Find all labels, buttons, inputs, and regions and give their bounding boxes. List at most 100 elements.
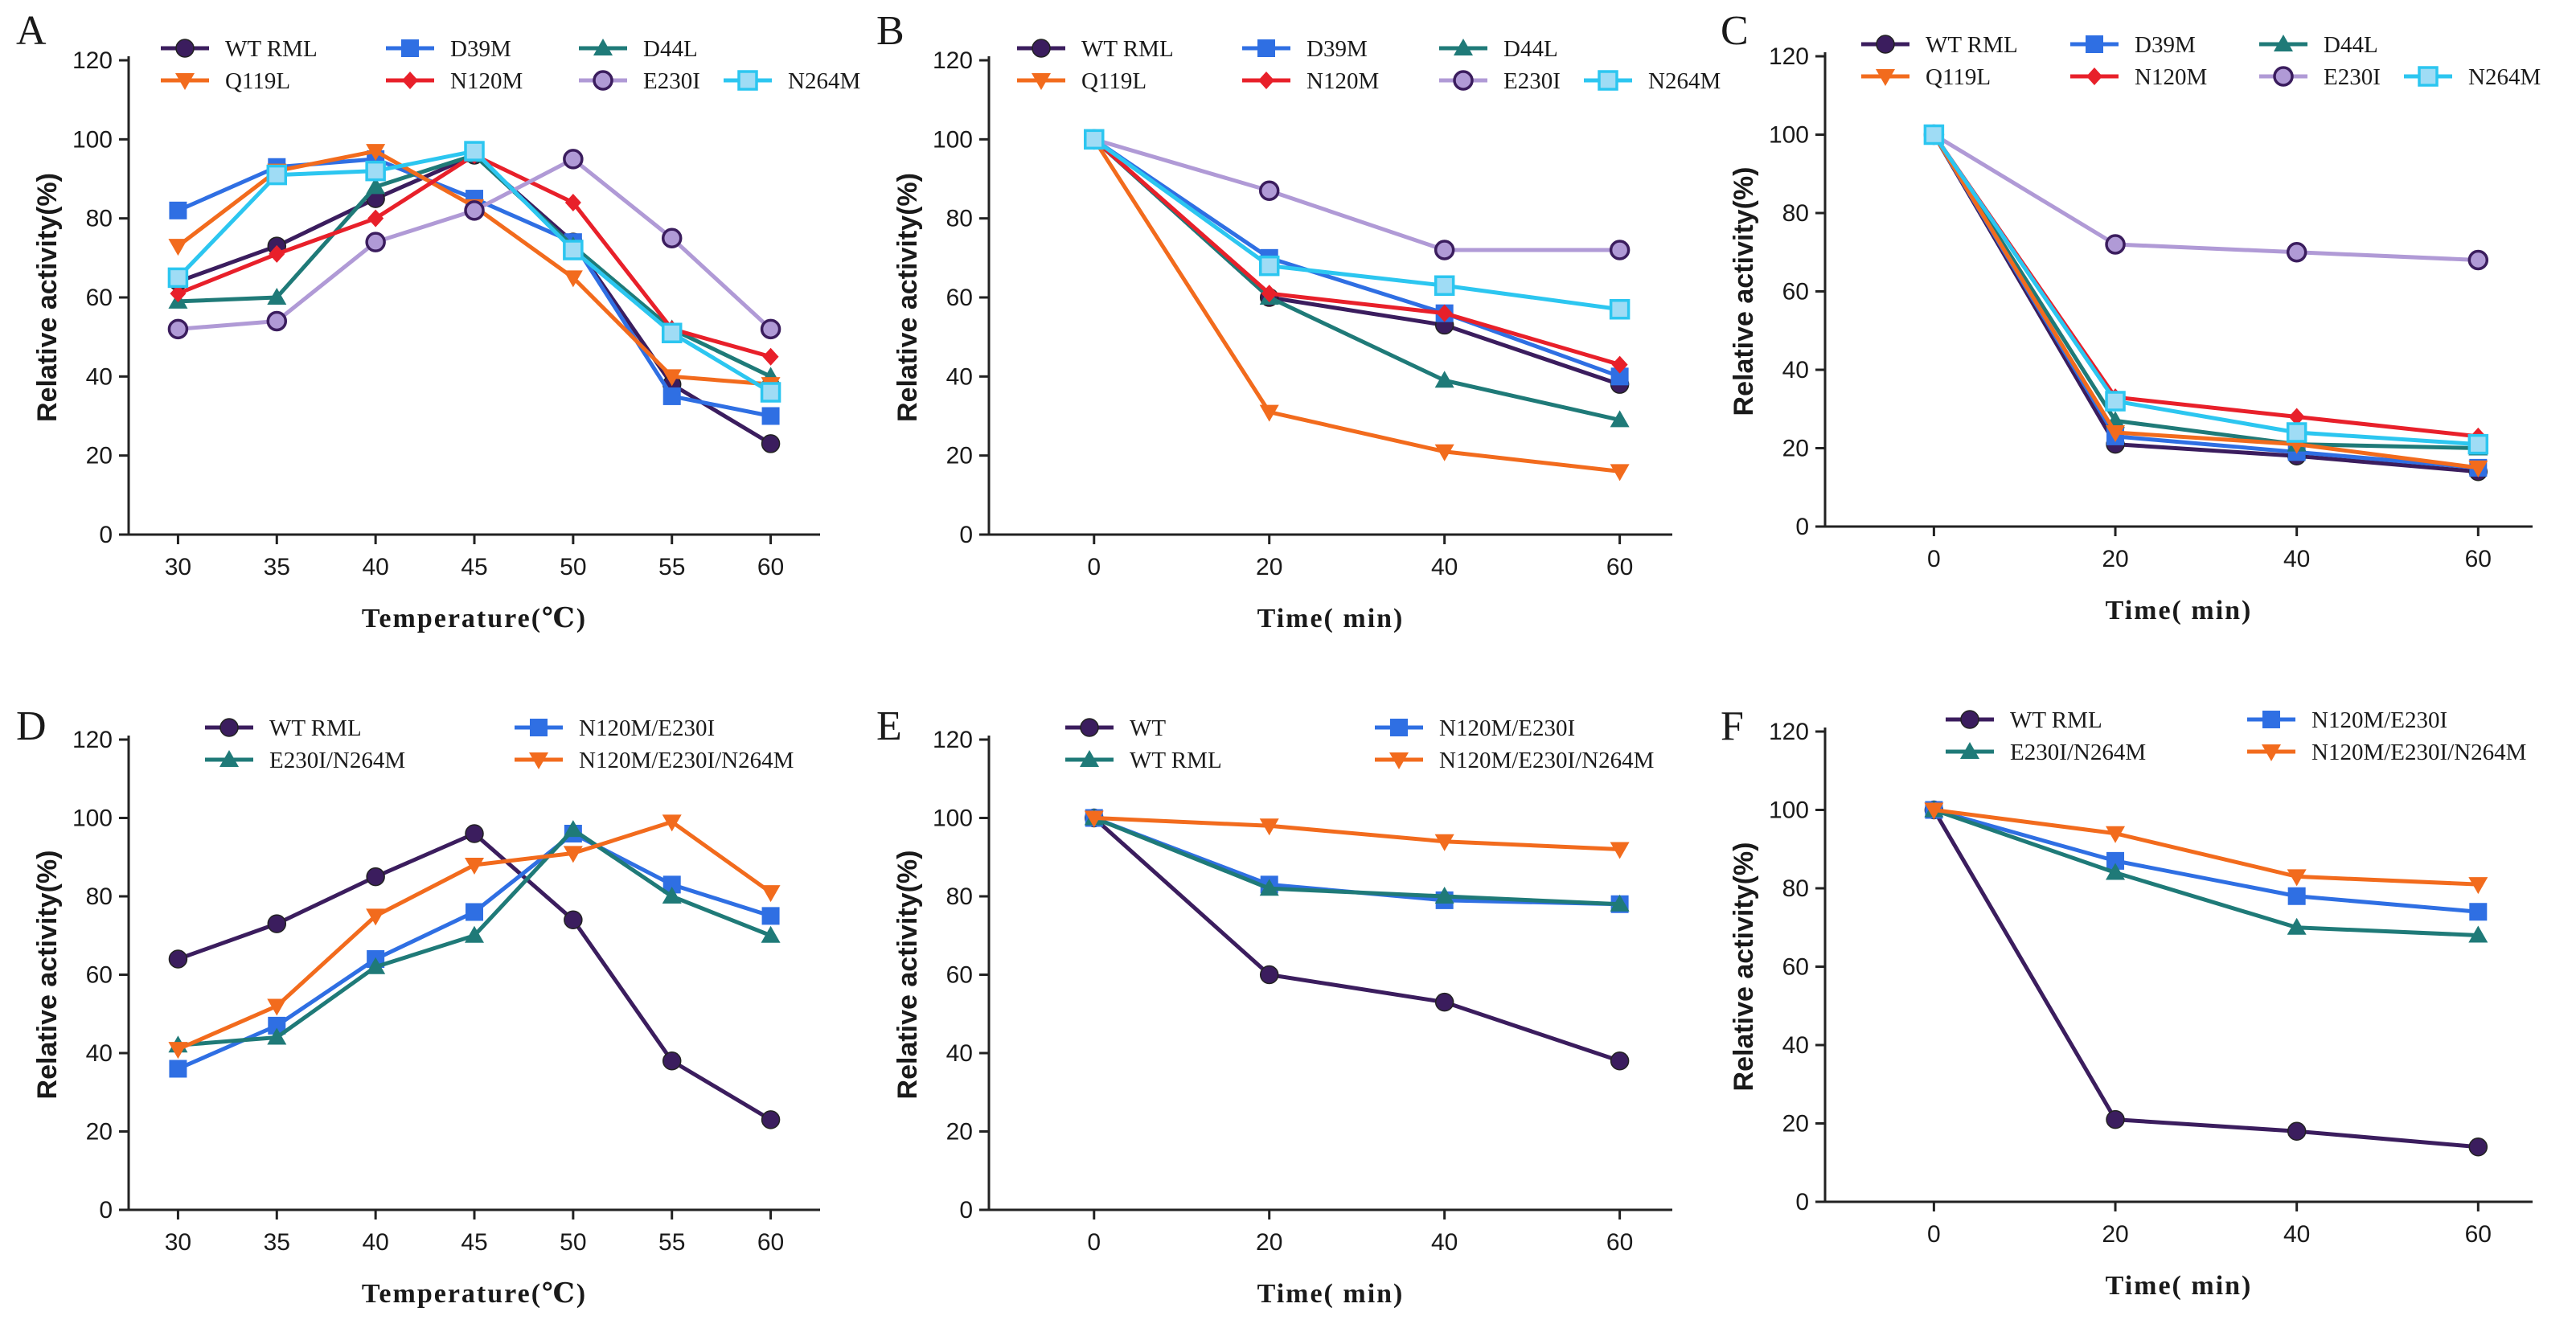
data-point xyxy=(564,194,581,211)
series-line xyxy=(1093,137,1620,252)
data-point xyxy=(1609,240,1631,260)
legend-label: WT RML xyxy=(1081,36,1174,62)
panel-letter: B xyxy=(876,8,904,54)
series-d44l xyxy=(1084,129,1630,428)
legend-marker xyxy=(175,39,195,58)
series-q119l xyxy=(168,144,781,395)
series-line xyxy=(1093,137,1621,422)
legend-marker xyxy=(529,752,548,769)
y-tick-label: 0 xyxy=(1795,1189,1809,1215)
legend-label: N264M xyxy=(2468,64,2541,90)
legend-marker xyxy=(2262,711,2280,728)
legend-label: Q119L xyxy=(1926,64,1991,90)
legend: WT RML D39M D44L Q119L N120M E230I N264M xyxy=(161,36,860,94)
data-point xyxy=(2286,422,2307,443)
data-point xyxy=(1259,404,1279,422)
x-tick-label: 20 xyxy=(2102,1221,2128,1248)
data-point xyxy=(365,160,386,182)
y-tick-label: 80 xyxy=(946,883,973,910)
x-tick-label: 20 xyxy=(1256,1229,1282,1256)
series-line xyxy=(1093,137,1621,379)
y-axis-title: Relative activity(%) xyxy=(32,173,63,422)
data-point xyxy=(269,244,285,263)
data-point xyxy=(1610,464,1630,482)
data-point xyxy=(662,887,682,904)
x-tick-label: 55 xyxy=(658,1229,685,1256)
y-tick-label: 40 xyxy=(1782,357,1809,383)
data-point xyxy=(366,177,386,195)
data-point xyxy=(761,434,781,453)
y-tick-label: 40 xyxy=(946,1040,973,1067)
legend-marker xyxy=(2086,35,2103,53)
legend-marker xyxy=(1453,70,1474,91)
x-tick-label: 60 xyxy=(2465,1221,2492,1248)
series-q119l xyxy=(1084,132,1630,482)
y-axis-title: Relative activity(%) xyxy=(32,851,63,1100)
x-tick-label: 60 xyxy=(757,554,784,580)
panel-letter: F xyxy=(1721,703,1744,749)
data-point xyxy=(267,998,287,1016)
legend: WT RML N120M/E230I E230I/N264M N120M/E230I/… xyxy=(205,715,794,773)
series-line xyxy=(178,153,772,379)
legend-label: WT RML xyxy=(2010,707,2102,733)
y-tick-label: 100 xyxy=(1769,122,1809,149)
data-point xyxy=(266,164,288,186)
data-point xyxy=(1259,965,1279,985)
series-line xyxy=(1934,808,2479,887)
y-tick-label: 60 xyxy=(1782,279,1809,305)
legend-marker xyxy=(401,39,419,57)
series-line xyxy=(1933,808,2479,937)
legend-label: Q119L xyxy=(225,68,290,94)
legend-marker xyxy=(1389,752,1409,769)
data-point xyxy=(1434,444,1454,461)
series-line xyxy=(1093,137,1620,312)
data-point xyxy=(466,903,483,921)
data-point xyxy=(366,908,386,926)
legend-marker xyxy=(2262,744,2281,761)
data-point xyxy=(1611,355,1628,374)
legend-marker xyxy=(1598,70,1618,91)
x-tick-label: 20 xyxy=(2102,546,2128,572)
series-line xyxy=(1932,133,2479,447)
x-tick-label: 50 xyxy=(560,1229,586,1256)
x-tick-label: 30 xyxy=(165,1229,191,1256)
legend: WT RML N120M/E230I E230I/N264M N120M/E230I/… xyxy=(1946,707,2526,765)
x-tick-label: 0 xyxy=(1087,554,1101,580)
legend: WT RML D39M D44L Q119L N120M E230I N264M xyxy=(1017,36,1721,94)
data-point xyxy=(1084,810,1104,828)
panel-d: D 0 20 40 60 80 100 120 30 35 40 45 50 55 60 Relative a… xyxy=(16,703,820,1309)
legend-label: Q119L xyxy=(1081,68,1146,94)
data-point xyxy=(1084,129,1105,150)
x-tick-label: 30 xyxy=(165,554,191,580)
series-e230i xyxy=(1084,129,1631,260)
data-point xyxy=(2106,1109,2125,1129)
data-point xyxy=(2287,1121,2307,1141)
x-axis-title: Time( min) xyxy=(2106,1271,2253,1301)
y-tick-label: 0 xyxy=(99,1197,113,1224)
series-n120m-e230i-n264m xyxy=(1084,810,1630,859)
y-tick-label: 120 xyxy=(1769,719,1809,745)
data-point xyxy=(267,288,287,305)
y-tick-label: 60 xyxy=(86,962,113,989)
panel-letter: A xyxy=(16,8,47,54)
x-tick-label: 40 xyxy=(362,1229,388,1256)
x-tick-label: 60 xyxy=(1606,1229,1633,1256)
y-tick-label: 0 xyxy=(99,522,113,548)
series-d39m xyxy=(1085,130,1629,386)
legend-marker xyxy=(219,718,239,737)
legend-label: WT xyxy=(1130,715,1166,741)
data-point xyxy=(2467,249,2489,271)
series-line xyxy=(1093,816,1621,1064)
series-n120m-e230i-n264m xyxy=(1924,802,2488,895)
x-axis-title: Temperature(℃) xyxy=(362,604,587,633)
y-tick-label: 20 xyxy=(946,1119,973,1146)
panel-a: A 0 20 40 60 80 100 120 30 35 40 45 50 55 60 Relative a… xyxy=(16,8,860,633)
y-tick-label: 40 xyxy=(946,363,973,390)
x-tick-label: 60 xyxy=(1606,554,1633,580)
legend-marker xyxy=(1876,69,1895,86)
series-line xyxy=(1933,808,2479,914)
data-point xyxy=(761,1110,781,1129)
data-point xyxy=(168,239,188,256)
y-axis-title: Relative activity(%) xyxy=(1729,842,1759,1092)
x-tick-label: 35 xyxy=(264,554,290,580)
